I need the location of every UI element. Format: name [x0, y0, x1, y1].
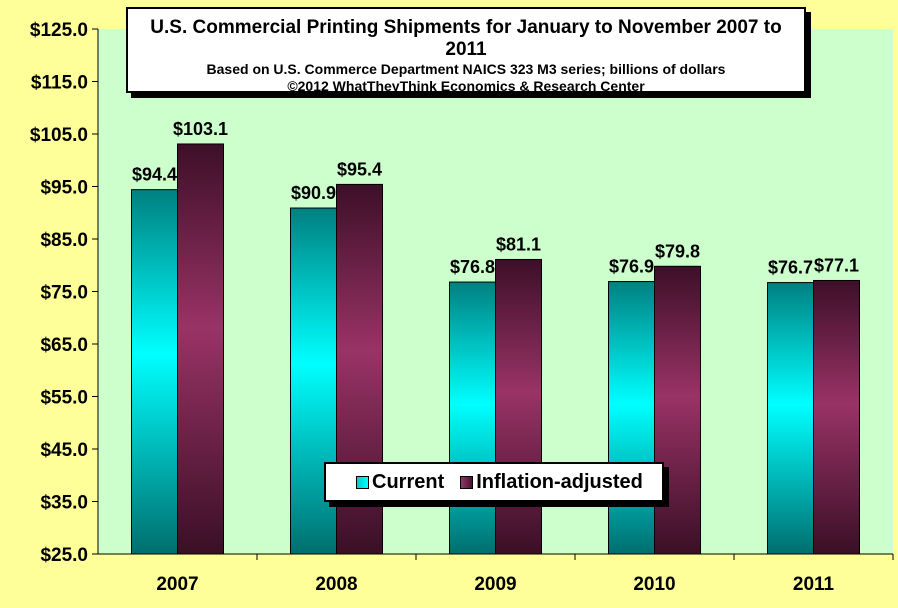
chart-title-box: U.S. Commercial Printing Shipments for J…	[126, 7, 806, 94]
legend-item-current: Current	[356, 471, 444, 494]
data-label-inflation-adjusted-2008: $95.4	[337, 159, 382, 179]
y-tick-label: $85.0	[40, 230, 88, 251]
bar-inflation-adjusted-2007	[177, 143, 224, 555]
data-label-current-2009: $76.8	[450, 257, 495, 277]
legend-swatch-current	[356, 475, 369, 489]
bar-current-2011	[767, 282, 814, 555]
data-label-inflation-adjusted-2009: $81.1	[496, 234, 541, 254]
y-tick-label: $25.0	[40, 545, 88, 566]
x-tick-label: 2008	[315, 574, 357, 595]
y-tick-label: $45.0	[40, 440, 88, 461]
bar-current-2009	[449, 281, 496, 555]
legend: Current Inflation-adjusted	[324, 462, 664, 502]
legend-label-inflation-adjusted: Inflation-adjusted	[476, 470, 643, 493]
legend-item-inflation-adjusted: Inflation-adjusted	[460, 471, 643, 494]
y-tick-label: $65.0	[40, 335, 88, 356]
data-label-inflation-adjusted-2007: $103.1	[173, 119, 228, 139]
chart-credit: ©2012 WhatTheyThink Economics & Research…	[287, 78, 645, 94]
data-label-current-2010: $76.9	[609, 257, 654, 277]
chart-subtitle: Based on U.S. Commerce Department NAICS …	[206, 61, 726, 77]
data-label-current-2007: $94.4	[132, 165, 177, 185]
y-tick-label: $105.0	[30, 125, 88, 146]
data-label-inflation-adjusted-2011: $77.1	[814, 255, 859, 275]
bar-current-2010	[608, 281, 655, 555]
legend-label-current: Current	[372, 470, 445, 493]
data-label-current-2008: $90.9	[291, 183, 336, 203]
data-label-inflation-adjusted-2010: $79.8	[655, 241, 700, 261]
x-tick-label: 2009	[474, 574, 516, 595]
y-tick-label: $75.0	[40, 283, 88, 304]
x-tick-label: 2011	[793, 574, 835, 595]
bar-inflation-adjusted-2010	[654, 265, 701, 555]
y-tick-label: $55.0	[40, 388, 88, 409]
bar-current-2008	[290, 207, 337, 555]
bar-inflation-adjusted-2011	[813, 279, 860, 555]
legend-swatch-inflation-adjusted	[460, 475, 474, 489]
y-tick-label: $125.0	[30, 20, 88, 41]
y-tick-label: $35.0	[40, 493, 88, 514]
bar-current-2007	[131, 189, 178, 555]
y-tick-label: $95.0	[40, 178, 88, 199]
chart-title: U.S. Commercial Printing Shipments for J…	[150, 17, 782, 60]
y-tick-label: $115.0	[31, 73, 88, 94]
x-tick-label: 2007	[156, 574, 198, 595]
x-tick-label: 2010	[633, 574, 675, 595]
bar-inflation-adjusted-2009	[495, 258, 542, 555]
data-label-current-2011: $76.7	[768, 258, 813, 278]
